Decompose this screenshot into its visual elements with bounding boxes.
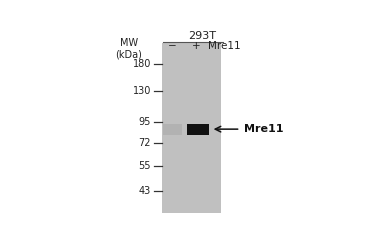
Text: 293T: 293T	[188, 31, 216, 41]
Text: 55: 55	[139, 161, 151, 171]
Text: 43: 43	[139, 186, 151, 196]
Bar	[163, 124, 182, 135]
Text: −: −	[167, 41, 176, 51]
Text: Mre11: Mre11	[208, 41, 240, 51]
Text: 72: 72	[139, 138, 151, 147]
Text: +: +	[192, 41, 201, 51]
Text: 95: 95	[139, 117, 151, 127]
Text: 180: 180	[133, 59, 151, 69]
Text: Mre11: Mre11	[244, 124, 283, 134]
Bar	[187, 124, 209, 135]
Text: (kDa): (kDa)	[115, 49, 142, 59]
Text: MW: MW	[120, 38, 138, 48]
Bar	[162, 44, 221, 213]
Text: 130: 130	[133, 86, 151, 96]
